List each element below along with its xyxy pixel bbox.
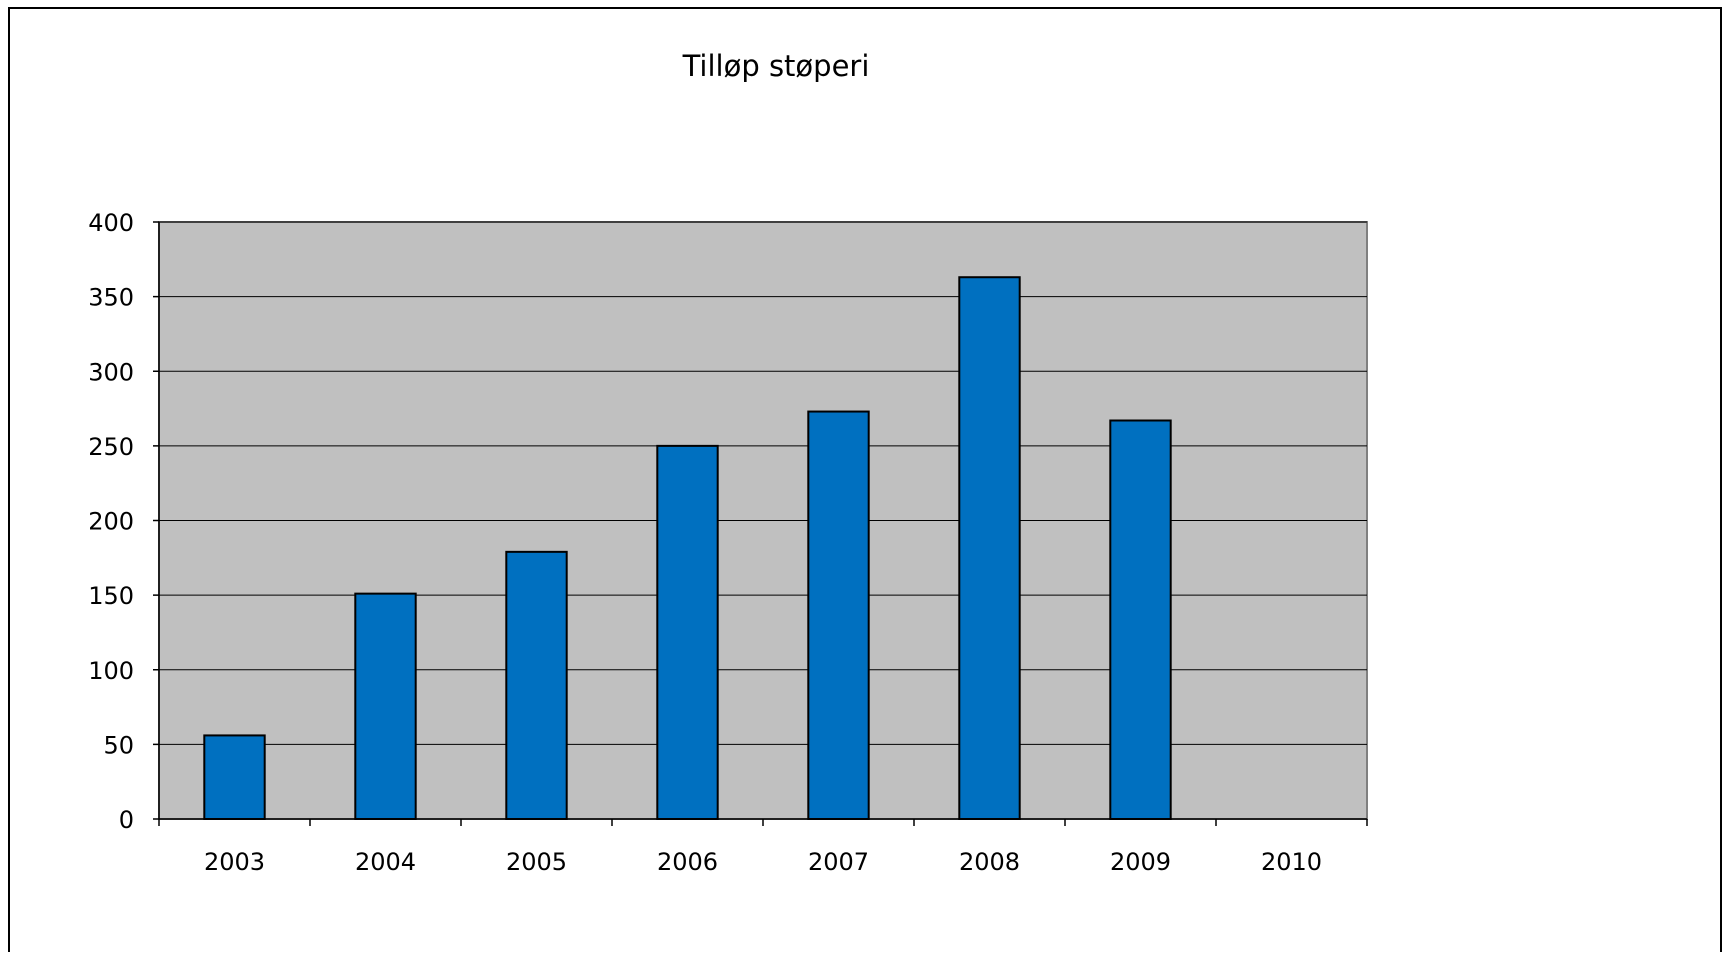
bar bbox=[354, 592, 417, 820]
plot-area: 0 50 100 150 200 250 300 350 400 2003 2004 2005 2006… bbox=[88, 209, 1368, 876]
bar bbox=[656, 444, 719, 820]
y-tick-label: 200 bbox=[88, 508, 134, 536]
y-tick-label: 100 bbox=[88, 657, 134, 685]
x-tick-label: 2009 bbox=[1110, 848, 1171, 876]
x-tick-label: 2007 bbox=[808, 848, 869, 876]
bar bbox=[807, 410, 870, 820]
x-tick-label: 2004 bbox=[355, 848, 416, 876]
x-tick-label: 2005 bbox=[506, 848, 567, 876]
y-tick-label: 0 bbox=[119, 806, 134, 834]
y-tick-label: 250 bbox=[88, 433, 134, 461]
chart-title: Tilløp støperi bbox=[682, 49, 870, 83]
y-tick-label: 400 bbox=[88, 209, 134, 237]
x-tick-label: 2010 bbox=[1261, 848, 1322, 876]
y-tick-label: 150 bbox=[88, 582, 134, 610]
bar bbox=[505, 550, 568, 821]
x-tick-label: 2008 bbox=[959, 848, 1020, 876]
y-tick-label: 350 bbox=[88, 284, 134, 312]
y-tick-label: 300 bbox=[88, 358, 134, 386]
x-tick-label: 2003 bbox=[204, 848, 265, 876]
bar bbox=[1109, 419, 1172, 820]
x-tick-label: 2006 bbox=[657, 848, 718, 876]
bar bbox=[958, 276, 1021, 821]
bar bbox=[203, 734, 266, 820]
y-tick-label: 50 bbox=[103, 731, 134, 759]
